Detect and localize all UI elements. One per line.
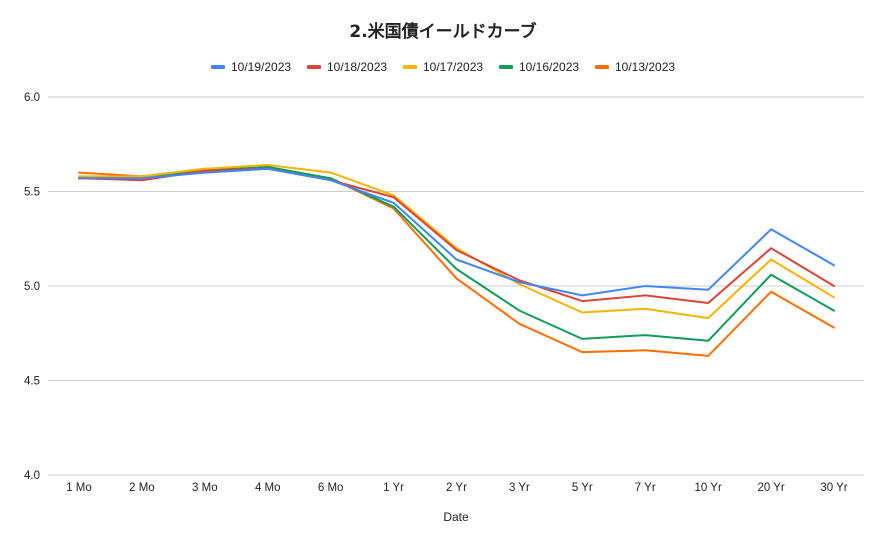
legend-item: 10/19/2023 — [211, 60, 291, 74]
x-tick-label: 3 Mo — [192, 482, 218, 494]
x-tick-label: 1 Mo — [66, 482, 92, 494]
legend-label: 10/17/2023 — [423, 60, 483, 74]
series-line-10-17-2023 — [78, 164, 835, 320]
y-tick-label: 5.5 — [24, 187, 40, 199]
legend: 10/19/2023 10/18/2023 10/17/2023 10/16/2023… — [211, 60, 675, 74]
legend-label: 10/18/2023 — [327, 60, 387, 74]
legend-swatch — [595, 65, 609, 69]
series-line-10-18-2023 — [78, 167, 835, 304]
x-tick-label: 2 Mo — [129, 482, 155, 494]
legend-swatch — [307, 65, 321, 69]
legend-item: 10/13/2023 — [595, 60, 675, 74]
legend-swatch — [403, 65, 417, 69]
x-axis-ticks: 1 Mo 2 Mo 3 Mo 4 Mo 6 Mo 1 Yr 2 Yr 3 Yr 5 Yr 7 Yr… — [66, 482, 848, 494]
series-lines — [78, 164, 835, 357]
x-tick-label: 10 Yr — [695, 482, 722, 494]
legend-label: 10/16/2023 — [519, 60, 579, 74]
x-tick-label: 3 Yr — [509, 482, 530, 494]
y-tick-label: 5.0 — [24, 281, 40, 293]
legend-swatch — [211, 65, 225, 69]
legend-item: 10/18/2023 — [307, 60, 387, 74]
x-tick-label: 20 Yr — [757, 482, 784, 494]
x-tick-label: 5 Yr — [572, 482, 593, 494]
x-axis-title: Date — [443, 510, 469, 524]
x-tick-label: 6 Mo — [318, 482, 344, 494]
series-line-10-19-2023 — [78, 167, 835, 297]
x-tick-label: 30 Yr — [820, 482, 847, 494]
x-tick-label: 4 Mo — [255, 482, 281, 494]
legend-label: 10/13/2023 — [615, 60, 675, 74]
legend-label: 10/19/2023 — [231, 60, 291, 74]
x-tick-label: 2 Yr — [446, 482, 467, 494]
legend-item: 10/16/2023 — [499, 60, 579, 74]
x-tick-label: 1 Yr — [383, 482, 404, 494]
x-tick-label: 7 Yr — [635, 482, 656, 494]
series-line-10-16-2023 — [78, 165, 835, 342]
y-tick-label: 6.0 — [24, 92, 40, 104]
y-axis-ticks: 4.0 4.5 5.0 5.5 6.0 — [24, 92, 40, 482]
y-tick-label: 4.5 — [24, 376, 40, 388]
y-tick-label: 4.0 — [24, 470, 40, 482]
legend-swatch — [499, 65, 513, 69]
gridlines — [48, 96, 864, 476]
chart-title: 2.米国債イールドカーブ — [349, 21, 536, 42]
legend-item: 10/17/2023 — [403, 60, 483, 74]
